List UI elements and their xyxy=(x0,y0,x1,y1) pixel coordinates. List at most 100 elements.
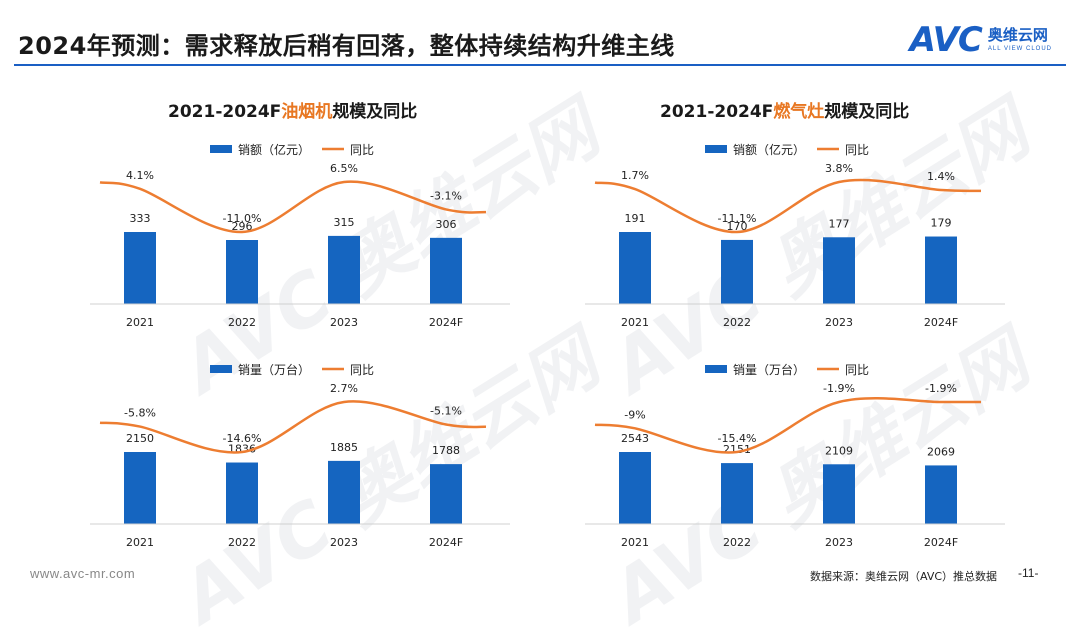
bar-value-label: 296 xyxy=(232,220,253,233)
bar-2021 xyxy=(124,232,156,304)
bar-value-label: 315 xyxy=(334,216,355,229)
title-divider xyxy=(14,64,1066,66)
footer-url: www.avc-mr.com xyxy=(30,566,136,581)
bar-2024F xyxy=(925,465,957,524)
bar-2021 xyxy=(619,452,651,524)
yoy-value-label: -5.1% xyxy=(430,405,462,418)
hood-title-range: 2021-2024F xyxy=(168,102,282,122)
hood-sales-chart: 销额（亿元） 同比 333 2021 296 2022 315 2023 306 2024F 4.1… xyxy=(90,142,510,329)
bar-value-label: 2543 xyxy=(621,432,649,445)
bar-2023 xyxy=(823,464,855,524)
x-tick-label: 2021 xyxy=(126,316,154,329)
brand-name-en: ALL VIEW CLOUD xyxy=(987,46,1052,52)
yoy-value-label: 4.1% xyxy=(126,169,154,182)
bar-value-label: 191 xyxy=(625,212,646,225)
x-tick-label: 2022 xyxy=(723,536,751,549)
stove-chart-title: 2021-2024F燃气灶规模及同比 xyxy=(660,97,909,122)
x-tick-label: 2023 xyxy=(825,316,853,329)
yoy-value-label: -9% xyxy=(624,408,645,421)
yoy-value-label: 3.8% xyxy=(825,162,853,175)
yoy-value-label: -15.4% xyxy=(718,432,757,445)
yoy-value-label: -3.1% xyxy=(430,189,462,202)
page-number: -11- xyxy=(1018,566,1039,580)
yoy-line xyxy=(99,180,487,234)
bar-value-label: 179 xyxy=(931,217,952,230)
legend-bar-label: 销额（亿元） xyxy=(733,142,805,157)
x-tick-label: 2023 xyxy=(330,536,358,549)
legend-bar-swatch xyxy=(705,145,727,153)
x-tick-label: 2024F xyxy=(429,536,463,549)
chart-legend: 销量（万台） 同比 xyxy=(705,362,869,377)
bar-value-label: 170 xyxy=(727,220,748,233)
bar-2024F xyxy=(430,464,462,524)
bar-value-label: 333 xyxy=(130,212,151,225)
x-tick-label: 2022 xyxy=(228,536,256,549)
bar-2024F xyxy=(430,237,462,304)
page-title: 2024年预测：需求释放后稍有回落，整体持续结构升维主线 xyxy=(18,32,675,60)
hood-volume-chart: 销量（万台） 同比21502021183620221885202317882024… xyxy=(90,362,510,549)
yoy-value-label: 1.7% xyxy=(621,169,649,182)
legend-line-label: 同比 xyxy=(350,363,374,377)
yoy-line xyxy=(594,397,981,454)
stove-title-range: 2021-2024F xyxy=(660,102,774,122)
bar-2022 xyxy=(721,463,753,524)
avc-logo-mark: AVC xyxy=(909,20,983,60)
bar-2023 xyxy=(328,460,360,524)
legend-bar-label: 销量（万台） xyxy=(238,362,310,377)
legend-bar-swatch xyxy=(210,145,232,153)
yoy-value-label: -1.9% xyxy=(823,382,855,395)
stove-sales-chart: 销额（亿元） 同比 191 2021 170 2022 177 2023 179 2024F 1.7… xyxy=(585,142,1005,329)
bar-value-label: 1788 xyxy=(432,444,460,457)
chart-legend: 销额（亿元） 同比 xyxy=(210,142,374,157)
x-tick-label: 2024F xyxy=(429,316,463,329)
brand-logo: AVC 奥维云网 ALL VIEW CLOUD xyxy=(909,20,1052,60)
yoy-value-label: -1.9% xyxy=(925,382,957,395)
chart-legend: 销额（亿元） 同比 xyxy=(705,142,869,157)
yoy-value-label: -11.1% xyxy=(718,212,757,225)
yoy-value-label: 1.4% xyxy=(927,170,955,183)
x-tick-label: 2022 xyxy=(228,316,256,329)
legend-bar-label: 销量（万台） xyxy=(733,362,805,377)
x-tick-label: 2023 xyxy=(825,536,853,549)
legend-bar-label: 销额（亿元） xyxy=(238,142,310,157)
stove-title-suffix: 规模及同比 xyxy=(824,102,910,122)
yoy-line xyxy=(594,178,982,234)
bar-value-label: 306 xyxy=(436,218,457,231)
yoy-value-label: -11.0% xyxy=(223,212,262,225)
stove-volume-chart: 销量（万台） 同比25432021215120222109202320692024… xyxy=(585,362,1005,549)
stove-title-highlight: 燃气灶 xyxy=(773,102,825,122)
bar-value-label: 177 xyxy=(829,217,850,230)
hood-title-suffix: 规模及同比 xyxy=(332,102,418,122)
chart-legend: 销量（万台） 同比 xyxy=(210,362,374,377)
bar-2022 xyxy=(721,239,753,304)
x-tick-label: 2022 xyxy=(723,316,751,329)
bar-2023 xyxy=(328,235,360,304)
legend-bar-swatch xyxy=(210,365,232,373)
bar-2021 xyxy=(619,232,651,304)
legend-line-label: 同比 xyxy=(845,363,869,377)
legend-line-label: 同比 xyxy=(350,143,374,157)
x-tick-label: 2023 xyxy=(330,316,358,329)
bar-value-label: 2150 xyxy=(126,432,154,445)
yoy-value-label: -14.6% xyxy=(223,432,262,445)
bar-2021 xyxy=(124,452,156,524)
x-tick-label: 2024F xyxy=(924,316,958,329)
hood-title-highlight: 油烟机 xyxy=(281,102,333,122)
header: 2024年预测：需求释放后稍有回落，整体持续结构升维主线 AVC 奥维云网 AL… xyxy=(0,0,1080,66)
legend-line-label: 同比 xyxy=(845,143,869,157)
yoy-value-label: 6.5% xyxy=(330,162,358,175)
x-tick-label: 2021 xyxy=(126,536,154,549)
x-tick-label: 2024F xyxy=(924,536,958,549)
yoy-line xyxy=(99,400,487,454)
bar-value-label: 1885 xyxy=(330,441,358,454)
x-tick-label: 2021 xyxy=(621,316,649,329)
brand-name-cn: 奥维云网 xyxy=(987,26,1048,44)
legend-bar-swatch xyxy=(705,365,727,373)
hood-chart-title: 2021-2024F油烟机规模及同比 xyxy=(168,97,417,122)
bar-value-label: 2069 xyxy=(927,445,955,458)
bar-2024F xyxy=(925,236,957,304)
bar-2023 xyxy=(823,237,855,304)
bar-2022 xyxy=(226,462,258,524)
bar-2022 xyxy=(226,240,258,304)
bar-value-label: 2109 xyxy=(825,444,853,457)
